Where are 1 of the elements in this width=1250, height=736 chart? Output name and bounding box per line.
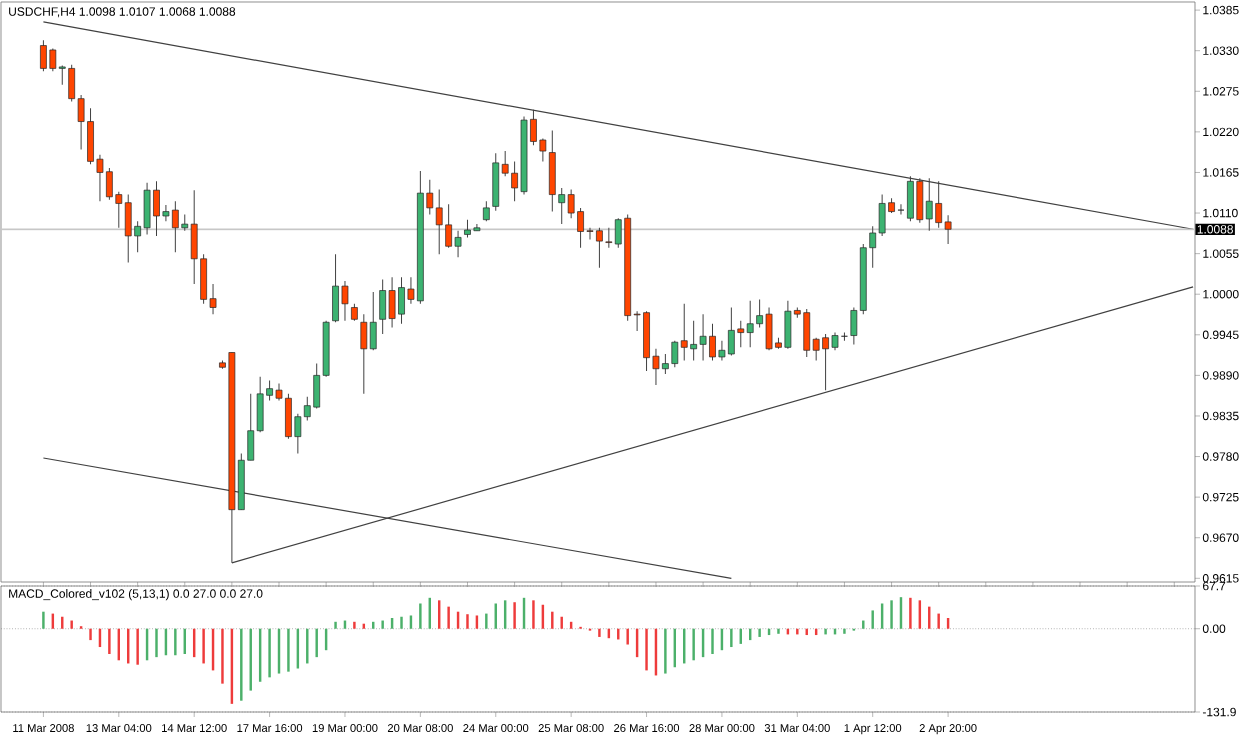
candlestick (482, 200, 490, 222)
